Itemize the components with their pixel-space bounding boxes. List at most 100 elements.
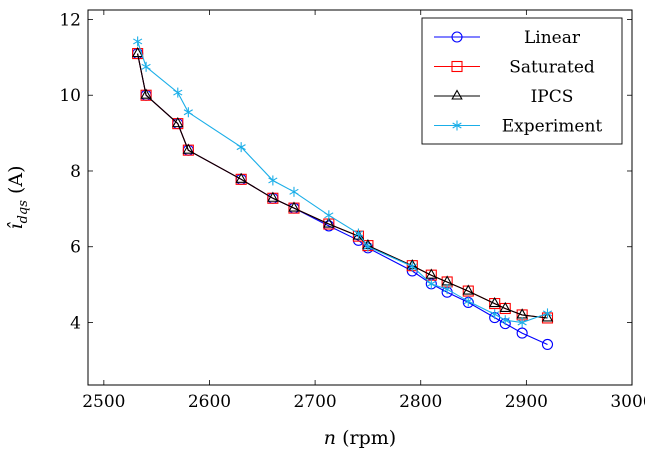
data-point — [451, 89, 463, 100]
x-tick-label: 2800 — [399, 392, 442, 412]
asterisk-stroke — [517, 319, 527, 326]
asterisk-stroke — [407, 263, 417, 270]
data-point — [172, 117, 184, 128]
circle-marker — [451, 31, 463, 43]
legend-box — [421, 17, 623, 145]
triangle-marker — [451, 89, 463, 100]
data-point — [141, 61, 151, 72]
data-point — [541, 338, 554, 351]
data-point — [236, 142, 246, 153]
asterisk-stroke — [442, 286, 452, 293]
data-point — [451, 31, 463, 43]
asterisk-stroke — [133, 38, 143, 45]
triangle-marker — [499, 301, 511, 313]
data-point — [267, 191, 279, 202]
x-axis-label: n (rpm) — [324, 427, 396, 449]
data-point — [425, 268, 438, 279]
data-point — [363, 241, 373, 252]
data-point — [353, 228, 364, 239]
y-tick-label: 10 — [59, 86, 81, 106]
asterisk-stroke — [141, 63, 151, 70]
legend: Linear Saturated IPCS Experiment — [421, 17, 623, 145]
y-axis-subscript: dqs — [16, 200, 31, 224]
legend-item-linear: Linear — [434, 28, 581, 48]
asterisk-stroke — [236, 144, 246, 151]
x-tick-label: 2700 — [293, 392, 336, 412]
data-point — [183, 107, 193, 118]
triangle-marker — [462, 284, 475, 295]
triangle-marker — [182, 143, 195, 154]
data-point — [407, 261, 417, 272]
triangle-marker — [131, 46, 144, 58]
data-point — [268, 175, 278, 186]
asterisk-stroke — [173, 89, 183, 96]
data-point — [426, 278, 436, 289]
legend-label: Saturated — [509, 58, 595, 78]
asterisk-stroke — [363, 243, 373, 250]
asterisk-stroke — [542, 310, 553, 317]
data-point — [499, 301, 511, 313]
y-axis-variable: î — [5, 222, 27, 230]
legend-label: IPCS — [531, 87, 574, 107]
data-point — [133, 36, 143, 47]
square-marker — [451, 60, 463, 73]
asterisk-stroke — [183, 109, 193, 116]
y-tick-label: 12 — [59, 10, 81, 30]
triangle-marker — [488, 296, 501, 308]
data-point — [324, 210, 334, 221]
asterisk-stroke — [463, 298, 473, 305]
x-tick-label: 3000 — [610, 392, 645, 412]
data-point — [490, 309, 500, 320]
data-point — [541, 311, 554, 322]
data-point — [488, 296, 501, 308]
asterisk-stroke — [268, 177, 278, 184]
asterisk-stroke — [324, 212, 334, 219]
data-point — [289, 186, 299, 197]
y-tick-label: 4 — [70, 314, 81, 334]
y-axis-label: îdqs (A) — [5, 166, 31, 230]
data-point — [463, 296, 473, 307]
x-axis-variable: n — [324, 427, 336, 449]
data-point — [452, 120, 462, 131]
data-point — [517, 317, 527, 328]
series-layer — [131, 36, 554, 351]
asterisk-stroke — [452, 122, 462, 129]
y-axis-unit: (A) — [5, 166, 27, 201]
triangle-marker — [323, 217, 335, 228]
triangle-marker — [235, 172, 247, 183]
triangle-marker — [140, 88, 152, 99]
triangle-marker — [425, 268, 438, 279]
data-point — [288, 201, 300, 212]
data-point — [235, 172, 247, 183]
x-tick-label: 2600 — [188, 392, 231, 412]
plot-frame — [87, 9, 633, 386]
circle-marker — [541, 338, 554, 351]
asterisk-stroke — [490, 311, 500, 318]
data-point — [542, 308, 553, 319]
legend-label: Experiment — [502, 117, 603, 137]
data-point — [182, 143, 195, 154]
circle-marker — [516, 327, 528, 339]
data-point — [442, 284, 452, 295]
asterisk-stroke — [500, 317, 510, 324]
y-tick-label: 6 — [70, 238, 81, 258]
legend-label: Linear — [524, 28, 581, 48]
triangle-marker — [267, 191, 279, 202]
triangle-marker — [288, 201, 300, 212]
data-point — [516, 327, 528, 339]
data-point — [451, 60, 463, 73]
triangle-marker — [541, 311, 554, 322]
data-point — [140, 88, 152, 99]
asterisk-stroke — [289, 188, 299, 195]
asterisk-stroke — [426, 280, 436, 287]
data-point — [500, 315, 510, 326]
data-point — [131, 46, 144, 58]
x-tick-label: 2500 — [82, 392, 125, 412]
data-point — [462, 284, 475, 295]
legend-item-ipcs: IPCS — [434, 87, 573, 107]
data-point — [323, 217, 335, 228]
axes-layer: 2500 2600 2700 2800 2900 3000 4 6 8 10 12 — [59, 9, 645, 412]
x-tick-label: 2900 — [505, 392, 548, 412]
legend-item-experiment: Experiment — [434, 117, 602, 137]
